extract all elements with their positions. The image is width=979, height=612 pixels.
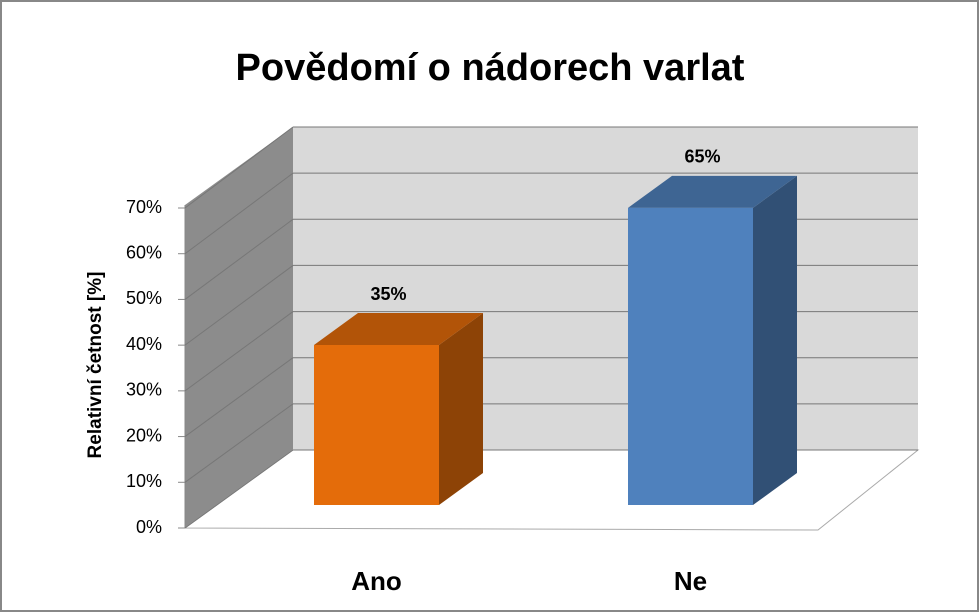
grid-line-side	[184, 218, 294, 300]
bar-top	[628, 175, 797, 208]
floor	[183, 449, 920, 531]
data-label: 35%	[370, 284, 406, 304]
bar	[314, 345, 439, 505]
bar	[628, 207, 753, 505]
grid-line-side	[184, 172, 294, 255]
grid-line-side	[184, 126, 294, 209]
y-tick-label: 50%	[126, 288, 162, 308]
bar-side	[439, 313, 483, 505]
grid-line-side	[184, 357, 294, 437]
side-wall	[185, 127, 293, 528]
x-tick-label: Ne	[674, 566, 707, 596]
grid-line-side	[184, 265, 294, 346]
y-tick-label: 40%	[126, 334, 162, 354]
x-tick-label: Ano	[351, 566, 402, 596]
data-label: 65%	[684, 147, 720, 167]
y-axis-label: Relativní četnost [%]	[85, 272, 106, 459]
grid-line-side	[184, 403, 294, 483]
y-tick-label: 20%	[126, 425, 162, 445]
y-tick-label: 10%	[126, 471, 162, 491]
grid-line-side	[184, 311, 294, 392]
y-tick-label: 0%	[136, 517, 162, 537]
y-tick-label: 60%	[126, 242, 162, 262]
y-tick-label: 70%	[126, 197, 162, 217]
bar-side	[753, 175, 797, 505]
chart-title: Povědomí o nádorech varlat	[236, 47, 745, 89]
y-tick-label: 30%	[126, 380, 162, 400]
bar-top	[314, 313, 483, 345]
grid-line-side	[184, 449, 294, 529]
